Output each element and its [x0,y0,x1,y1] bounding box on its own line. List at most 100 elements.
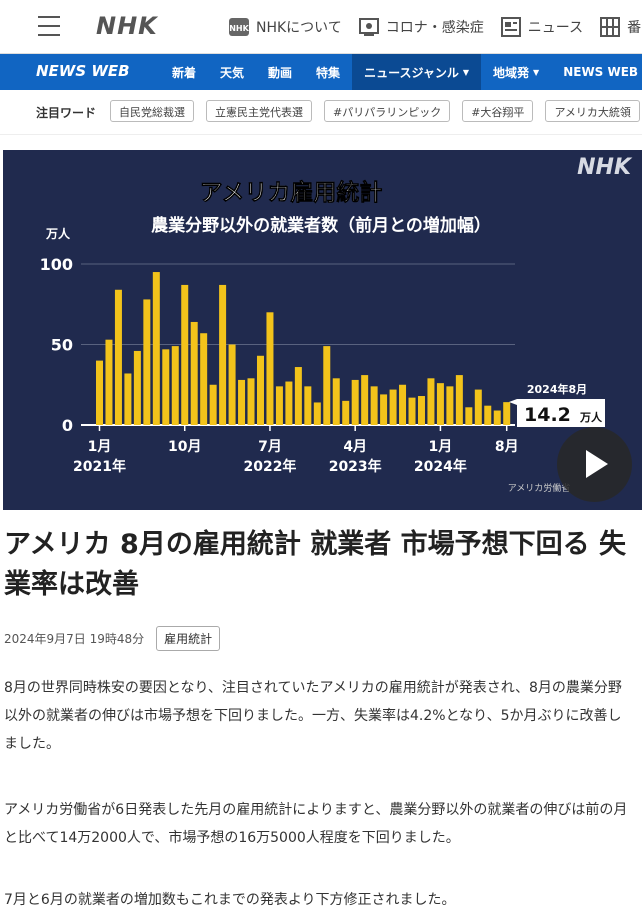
link-news[interactable]: ニュース [500,0,583,53]
bar [162,349,170,425]
bar [370,386,378,425]
bar [238,379,246,425]
chart-title: アメリカ雇用統計 [200,179,383,206]
newspaper-icon [500,16,522,38]
bar [323,346,331,425]
bar [455,375,463,425]
link-programs[interactable]: 番 [599,0,641,53]
x-tick-label: 1月 [88,439,112,455]
keyword-chip[interactable]: #大谷翔平 [462,100,534,122]
x-tick-label: 10月 [168,439,201,455]
annotation-period-box [517,377,605,399]
bar [294,367,302,425]
bar [209,384,217,425]
bar [342,400,350,425]
x-year-label: 2023年 [329,458,382,475]
article-meta: 2024年9月7日 19時48分 雇用統計 [4,626,221,651]
bar [256,355,264,425]
bar [446,386,454,425]
nav-item-weather[interactable]: 天気 [220,65,245,80]
bar [105,339,113,425]
bar [190,321,198,425]
link-covid[interactable]: コロナ・感染症 [358,0,484,53]
grid-icon [599,16,621,38]
keyword-chip[interactable]: 立憲民主党代表選 [206,100,312,122]
nav-item-news-web-easy[interactable]: NEWS WEB EA [563,65,642,79]
nav-item-genre[interactable]: ニュースジャンル ▼ [352,54,482,90]
news-web-logo[interactable]: NEWS WEB [36,62,130,80]
bar [493,410,501,425]
article-title: アメリカ 8月の雇用統計 就業者 市場予想下回る 失業率は改善 [4,529,627,600]
x-tick-label: 4月 [343,439,367,455]
x-year-label: 2022年 [243,458,296,475]
keyword-chip[interactable]: 自民党総裁選 [110,100,194,122]
bar [266,312,274,425]
x-year-label: 2021年 [73,458,126,475]
bar [152,272,160,425]
article-paragraph: アメリカ労働省が6日発表した先月の雇用統計によりますと、農業分野以外の就業者の伸… [4,802,628,846]
virus-icon [358,16,380,38]
article-paragraph: 8月の世界同時株安の要因となり、注目されていたアメリカの雇用統計が発表され、8月… [4,680,622,752]
bar [124,373,132,425]
nav-item-new[interactable]: 新着 [172,65,197,80]
bar [313,402,321,425]
nav-item-video[interactable]: 動画 [268,65,293,80]
nhk-badge-icon: NHK [228,16,250,38]
article-tag[interactable]: 雇用統計 [156,626,221,651]
hero-nhk-logo: NHK [577,155,633,180]
bar [389,389,397,425]
play-icon [586,450,608,478]
bar [474,389,482,425]
y-tick-label: 100 [40,255,73,274]
nhk-logo[interactable]: NHK [96,12,158,40]
menu-icon[interactable] [38,16,60,36]
bar [247,378,255,425]
bar [114,289,122,425]
bar [408,397,416,425]
nav-item-features[interactable]: 特集 [316,65,341,80]
bar [380,394,388,425]
play-button[interactable] [557,427,632,502]
article-date: 2024年9月7日 19時48分 [4,632,145,646]
bar [96,360,103,425]
bar [484,405,492,425]
x-tick-label: 7月 [258,439,282,455]
bar [171,346,179,425]
bar [228,344,236,425]
annotation-unit: 万人 [579,410,603,424]
bar [399,384,407,425]
keyword-bar: 注目ワード 自民党総裁選 立憲民主党代表選 #パリパラリンピック #大谷翔平 ア… [0,90,642,135]
bar [181,284,189,425]
bar [143,299,151,425]
main-nav: NEWS WEB 新着 天気 動画 特集 ニュースジャンル ▼ 地域発 ▼ NEWS… [0,54,642,90]
top-header: NHK NHK NHKについて コロナ・感染症 ニュース 番 [0,0,642,54]
link-about-nhk[interactable]: NHK NHKについて [228,0,342,53]
y-axis-unit: 万人 [45,226,71,241]
bar [275,386,283,425]
x-tick-label: 8月 [495,439,519,455]
keyword-chip[interactable]: アメリカ大統領 [545,100,640,122]
caret-down-icon: ▼ [533,67,540,77]
hero-video-thumbnail[interactable]: NHK アメリカ雇用統計 農業分野以外の就業者数（前月との増加幅） 万人 アメリ… [3,150,642,510]
chart-source: アメリカ労働省 [508,482,571,494]
annotation-pointer [509,399,517,405]
nav-item-region[interactable]: 地域発 ▼ [493,65,540,80]
keyword-label: 注目ワード [36,106,97,120]
bar [503,402,511,425]
bar [332,378,340,425]
bar [465,407,473,425]
y-tick-label: 50 [51,336,73,355]
bar [133,350,141,425]
x-year-label: 2024年 [414,458,467,475]
keyword-chip[interactable]: #パリパラリンピック [324,100,451,122]
bar [304,386,312,425]
bar [200,333,208,425]
annotation-value: 14.2 [524,404,571,426]
employment-chart: NHK アメリカ雇用統計 農業分野以外の就業者数（前月との増加幅） 万人 アメリ… [40,155,633,494]
article-paragraph: 7月と6月の就業者の増加数もこれまでの発表より下方修正されました。 [4,892,456,908]
bar [219,284,227,425]
chart-subtitle: 農業分野以外の就業者数（前月との増加幅） [151,215,491,236]
x-tick-label: 1月 [429,439,453,455]
bar [427,378,435,425]
bar [417,396,425,425]
